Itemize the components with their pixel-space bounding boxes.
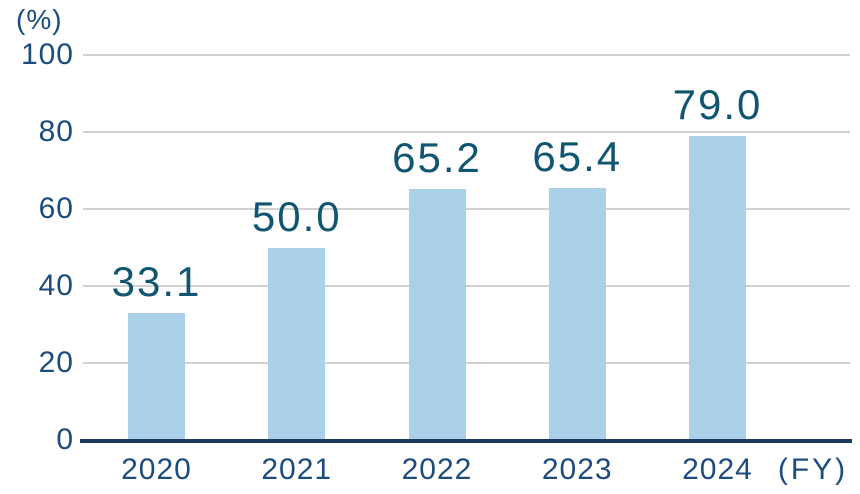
bar-2021 [268, 247, 326, 440]
gridline-20 [83, 362, 850, 364]
y-tick-label-100: 100 [20, 38, 74, 71]
x-tick-label-2021: 2021 [261, 453, 333, 486]
value-label-2021: 50.0 [251, 192, 342, 240]
value-label-2023: 65.4 [532, 133, 623, 181]
y-tick-label-60: 60 [38, 192, 74, 225]
x-axis-unit-label: (FY) [777, 453, 849, 486]
x-axis-line [80, 439, 852, 443]
gridline-80 [83, 131, 850, 133]
x-tick-label-2022: 2022 [401, 453, 473, 486]
x-tick-label-2023: 2023 [541, 453, 613, 486]
x-tick-label-2024: 2024 [682, 453, 753, 486]
plot-area: 33.1 50.0 65.2 65.4 79.0 [83, 54, 850, 440]
value-label-2024: 79.0 [672, 80, 763, 128]
y-tick-label-0: 0 [56, 423, 74, 456]
y-tick-label-20: 20 [38, 346, 74, 379]
value-label-2022: 65.2 [392, 133, 482, 181]
bar-2023 [548, 188, 606, 440]
x-tick-label-2020: 2020 [121, 453, 192, 486]
gridline-100 [83, 54, 850, 56]
gridline-60 [83, 208, 850, 210]
gridline-40 [83, 285, 850, 287]
bar-2024 [689, 135, 746, 440]
y-tick-label-80: 80 [38, 115, 74, 148]
y-axis-unit-label: (%) [16, 4, 63, 35]
bar-2022 [408, 188, 466, 440]
bar-2020 [128, 312, 185, 440]
value-label-2020: 33.1 [111, 257, 202, 305]
y-tick-label-40: 40 [38, 269, 74, 302]
